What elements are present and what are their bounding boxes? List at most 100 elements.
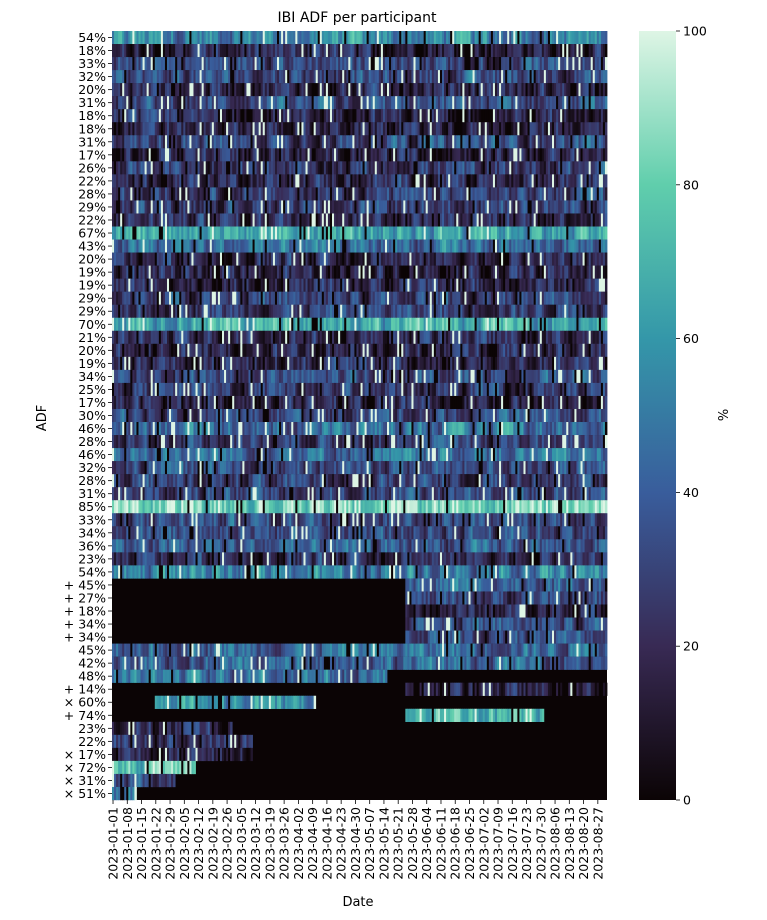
- heatmap-cell: [435, 57, 439, 71]
- heatmap-cell: [444, 31, 447, 45]
- heatmap-cell: [513, 83, 516, 97]
- heatmap-cell: [183, 57, 186, 71]
- heatmap-cell: [193, 96, 196, 110]
- heatmap-cell: [460, 31, 463, 45]
- heatmap-cell: [291, 148, 294, 162]
- heatmap-cell: [187, 122, 190, 136]
- heatmap-cell: [382, 57, 386, 71]
- heatmap-cell: [594, 122, 598, 136]
- heatmap-cell: [582, 57, 585, 71]
- heatmap-cell: [578, 122, 581, 136]
- heatmap-cell: [395, 31, 398, 45]
- heatmap-cell: [427, 57, 431, 71]
- heatmap-cell: [372, 31, 376, 45]
- heatmap-cell: [598, 44, 602, 58]
- heatmap-cell: [560, 70, 563, 84]
- heatmap-cell: [547, 70, 551, 84]
- heatmap-cell: [217, 57, 221, 71]
- heatmap-cell: [452, 109, 455, 123]
- heatmap-cell: [370, 83, 374, 97]
- heatmap-cell: [246, 122, 249, 136]
- heatmap-cell: [387, 83, 390, 97]
- heatmap-cell: [547, 44, 551, 58]
- heatmap-cell: [325, 96, 329, 110]
- heatmap-cell: [460, 122, 463, 136]
- heatmap-cell: [146, 122, 150, 136]
- heatmap-cell: [234, 70, 237, 84]
- heatmap-cell: [114, 161, 117, 175]
- heatmap-cell: [234, 161, 237, 175]
- heatmap-cell: [281, 70, 284, 84]
- heatmap-cell: [519, 83, 522, 97]
- heatmap-cell: [213, 70, 217, 84]
- heatmap-cell: [264, 83, 268, 97]
- heatmap-cell: [423, 83, 427, 97]
- heatmap-cell: [291, 70, 294, 84]
- heatmap-cell: [384, 83, 388, 97]
- heatmap-cell: [297, 96, 300, 110]
- heatmap-cell: [549, 122, 553, 136]
- heatmap-cell: [236, 109, 239, 123]
- heatmap-cell: [521, 96, 524, 110]
- heatmap-cell: [146, 148, 150, 162]
- heatmap-cell: [203, 135, 207, 149]
- heatmap-cell: [124, 70, 127, 84]
- heatmap-cell: [162, 31, 166, 45]
- heatmap-cell: [340, 57, 343, 71]
- heatmap-cell: [405, 70, 408, 84]
- heatmap-cell: [128, 44, 131, 58]
- heatmap-cell: [203, 161, 207, 175]
- heatmap-cell: [327, 57, 331, 71]
- heatmap-cell: [517, 109, 520, 123]
- heatmap-cell: [533, 122, 537, 136]
- heatmap-cell: [376, 44, 380, 58]
- heatmap-cell: [219, 83, 223, 97]
- heatmap-cell: [144, 161, 148, 175]
- heatmap-cell: [128, 135, 131, 149]
- heatmap-cell: [332, 135, 335, 149]
- heatmap-cell: [244, 109, 247, 123]
- heatmap-cell: [203, 122, 207, 136]
- heatmap-cell: [517, 148, 520, 162]
- heatmap-cell: [132, 135, 135, 149]
- heatmap-cell: [586, 31, 590, 45]
- heatmap-cell: [156, 161, 160, 175]
- heatmap-cell: [556, 70, 559, 84]
- heatmap-cell: [446, 57, 449, 71]
- heatmap-cell: [118, 96, 121, 110]
- heatmap-cell: [274, 148, 278, 162]
- heatmap-cell: [185, 161, 188, 175]
- heatmap-cell: [262, 122, 266, 136]
- heatmap-cell: [169, 44, 172, 58]
- heatmap-cell: [560, 31, 563, 45]
- heatmap-cell: [191, 122, 194, 136]
- heatmap-cell: [478, 148, 482, 162]
- heatmap-cell: [596, 96, 600, 110]
- heatmap-cell: [301, 31, 304, 45]
- heatmap-cell: [144, 70, 148, 84]
- heatmap-cell: [452, 96, 455, 110]
- heatmap-cell: [325, 135, 329, 149]
- heatmap-cell: [342, 44, 345, 58]
- heatmap-cell: [586, 122, 590, 136]
- heatmap-cell: [258, 148, 262, 162]
- heatmap-cell: [179, 96, 182, 110]
- heatmap-cell: [307, 122, 310, 136]
- heatmap-cell: [431, 44, 435, 58]
- heatmap-cell: [287, 31, 290, 45]
- heatmap-cell: [150, 44, 154, 58]
- heatmap-cell: [238, 161, 241, 175]
- heatmap-cell: [169, 70, 172, 84]
- heatmap-cell: [444, 83, 447, 97]
- heatmap-cell: [317, 83, 321, 97]
- heatmap-cell: [142, 70, 145, 84]
- heatmap-cell: [118, 57, 121, 71]
- heatmap-cell: [387, 70, 390, 84]
- heatmap-cell: [598, 109, 602, 123]
- heatmap-cell: [556, 57, 559, 71]
- heatmap-cell: [201, 96, 205, 110]
- heatmap-cell: [525, 57, 528, 71]
- heatmap-cell: [126, 44, 129, 58]
- heatmap-cell: [413, 70, 416, 84]
- heatmap-cell: [492, 148, 496, 162]
